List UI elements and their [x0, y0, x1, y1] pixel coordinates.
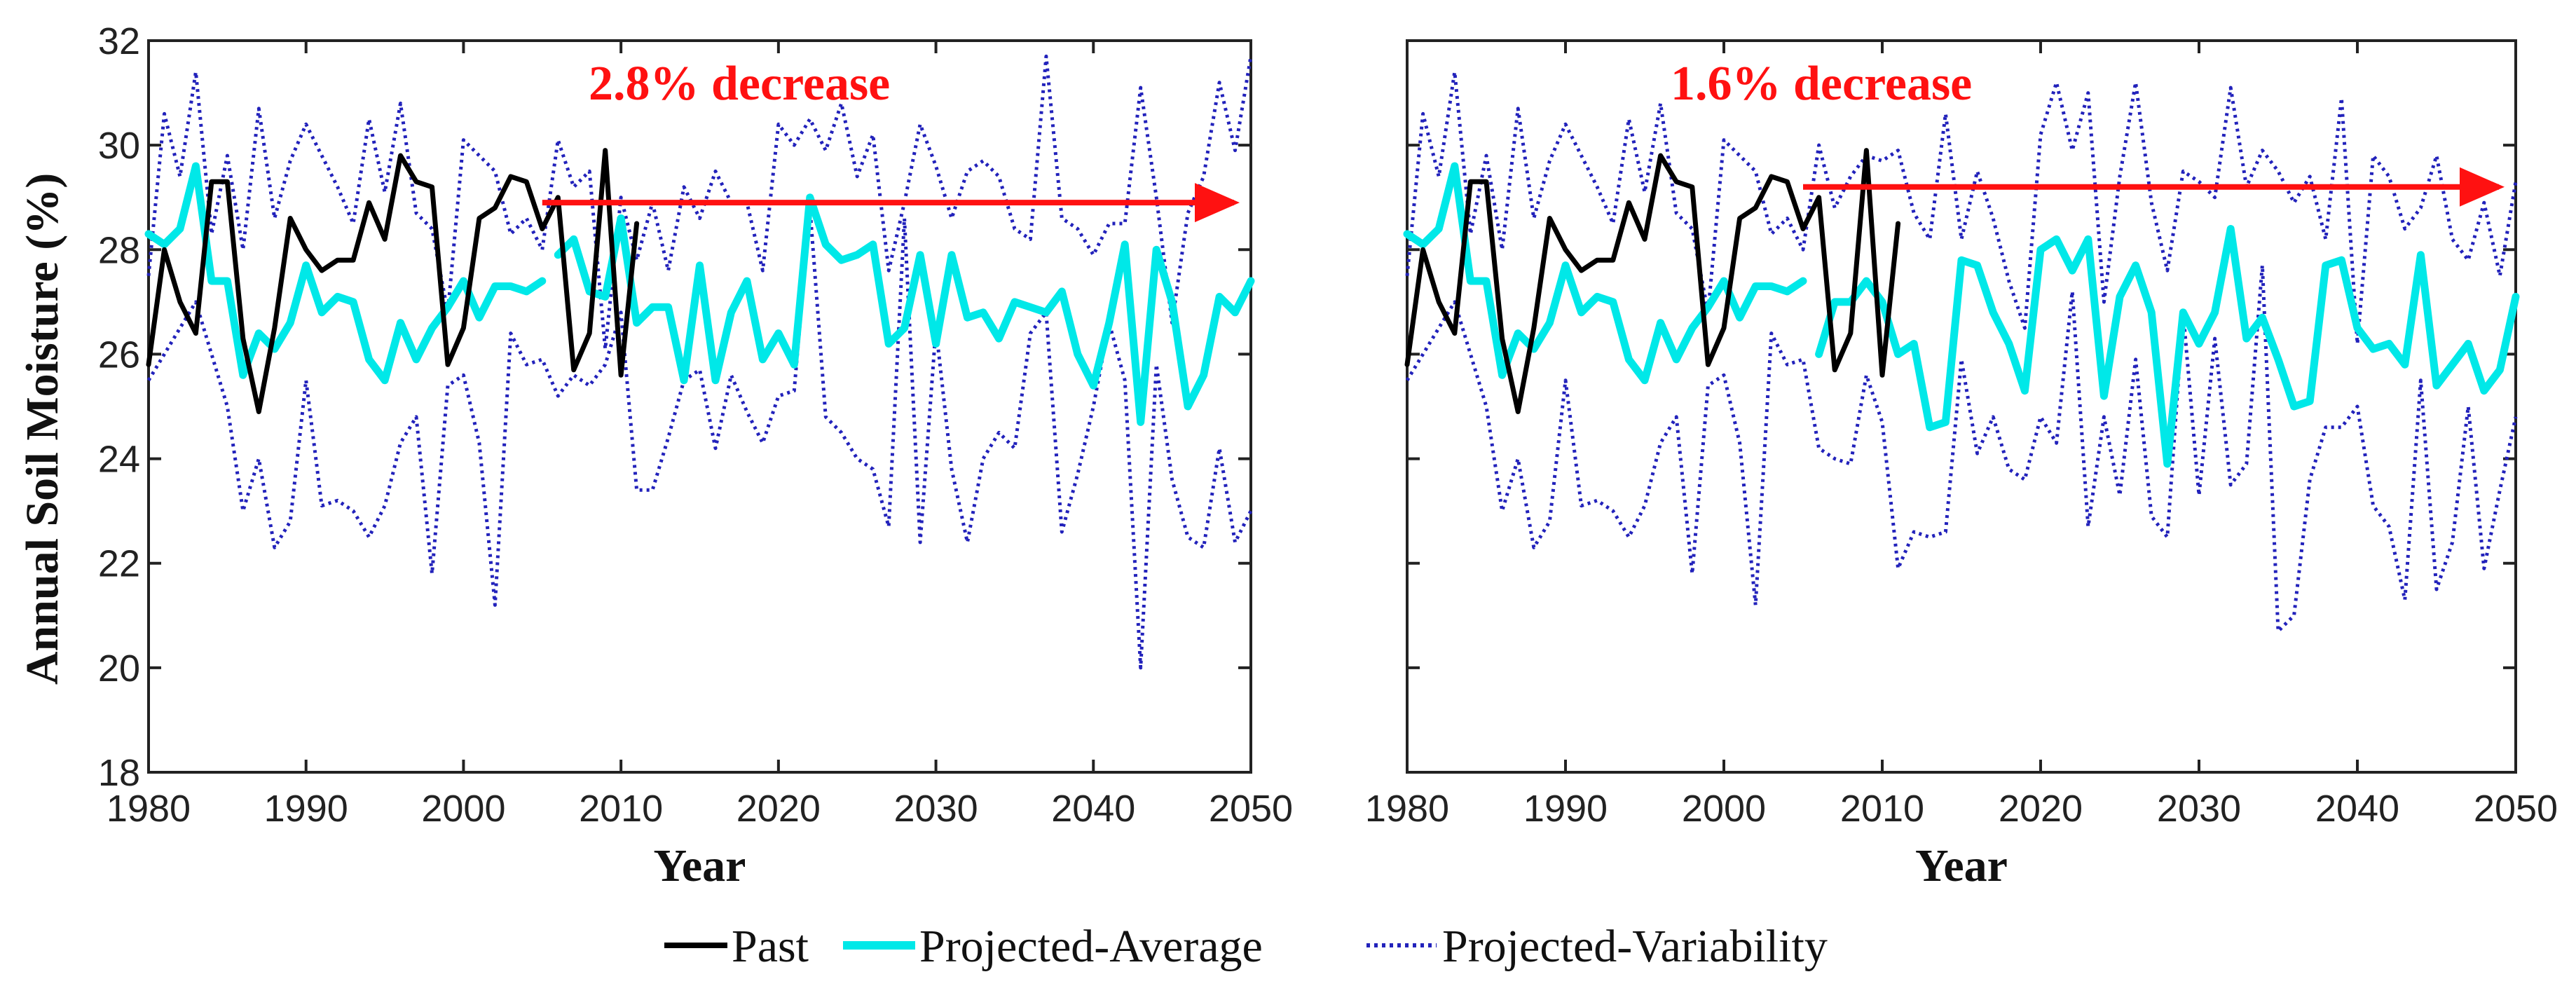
x-tick-label: 2020	[1999, 788, 2083, 830]
average-future-line	[554, 193, 1255, 426]
y-tick-label: 28	[98, 229, 140, 271]
variability-lower-line	[1405, 263, 2518, 634]
x-tick-label: 2010	[1840, 788, 1924, 830]
y-tick-label: 24	[98, 439, 140, 481]
y-tick-label: 22	[98, 543, 140, 585]
decrease-annotation: 1.6% decrease	[1671, 57, 1972, 111]
x-tick-label: 2040	[2315, 788, 2399, 830]
x-tick-label: 2050	[1209, 788, 1293, 830]
x-tick-label: 1980	[107, 788, 191, 830]
chart-panel-2: 1980 1990 2000 2010 2020 2030 2040 2050 Year 1.6%…	[1365, 39, 2558, 891]
x-tick-label: 1990	[264, 788, 348, 830]
x-tick-label: 2000	[1682, 788, 1766, 830]
x-tick-label: 1980	[1365, 788, 1449, 830]
y-tick-label: 26	[98, 334, 140, 376]
legend: Past Projected-Average Projected-Variabi…	[664, 921, 1828, 972]
x-tick-label: 2030	[2157, 788, 2241, 830]
y-axis-label: Annual Soil Moisture (%)	[17, 173, 68, 685]
average-historical-line	[1403, 162, 1807, 385]
legend-variability-label: Projected-Variability	[1442, 921, 1828, 972]
x-axis-label: Year	[654, 840, 746, 891]
x-tick-label: 2050	[2474, 788, 2558, 830]
past-line	[1404, 148, 1901, 414]
variability-lower-line	[146, 206, 1253, 670]
y-tick-label: 18	[98, 752, 140, 794]
y-tick-label: 32	[98, 20, 140, 62]
average-historical-line	[144, 162, 547, 385]
x-axis-label: Year	[1915, 840, 2008, 891]
x-tick-label: 2010	[579, 788, 663, 830]
variability-upper-line	[1405, 70, 2518, 345]
decrease-annotation: 2.8% decrease	[589, 57, 890, 111]
x-tick-label: 2020	[737, 788, 821, 830]
x-tick-label: 1990	[1523, 788, 1608, 830]
chart-panel-1: 18 20 22 24 26 28 30 32 1980 1990 2000 2010 2020 2030…	[98, 20, 1293, 891]
x-tick-label: 2030	[894, 788, 978, 830]
x-tick-label: 2000	[421, 788, 505, 830]
x-tick-label: 2040	[1051, 788, 1135, 830]
plot-frame	[1406, 39, 2517, 774]
legend-average-label: Projected-Average	[919, 921, 1263, 972]
plot-frame	[147, 39, 1252, 774]
legend-past-label: Past	[732, 921, 809, 972]
y-tick-label: 20	[98, 648, 140, 690]
y-tick-label: 30	[98, 125, 140, 167]
variability-upper-line	[146, 54, 1253, 351]
average-future-line	[1815, 225, 2520, 468]
